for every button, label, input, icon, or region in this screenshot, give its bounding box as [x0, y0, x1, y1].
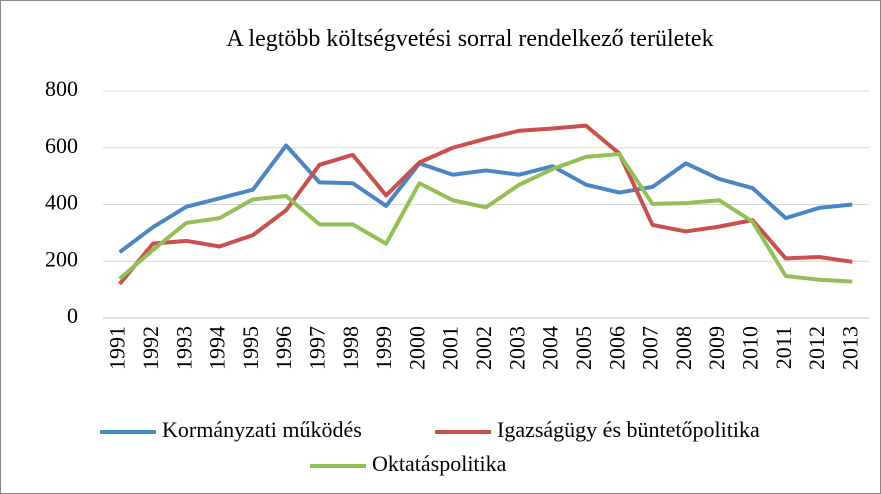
x-tick-label: 2006 [604, 326, 629, 370]
x-tick-label: 1994 [205, 326, 230, 370]
x-tick-label: 2004 [538, 326, 563, 370]
x-tick-label: 2000 [404, 326, 429, 370]
x-tick-label: 2008 [671, 326, 696, 370]
y-tick-label: 200 [45, 246, 78, 271]
x-tick-label: 2009 [704, 326, 729, 370]
x-tick-label: 1999 [371, 326, 396, 370]
x-tick-label: 2001 [438, 326, 463, 370]
x-tick-label: 1995 [238, 326, 263, 370]
y-tick-label: 600 [45, 133, 78, 158]
x-tick-label: 1997 [305, 326, 330, 370]
x-tick-label: 2005 [571, 326, 596, 370]
y-tick-label: 0 [67, 303, 78, 328]
x-tick-label: 2003 [504, 326, 529, 370]
chart-title: A legtöbb költségvetési sorral rendelkez… [226, 26, 713, 52]
x-tick-label: 2002 [471, 326, 496, 370]
y-tick-label: 800 [45, 76, 78, 101]
series-line [118, 143, 853, 254]
series-line [118, 151, 853, 284]
x-tick-label: 1998 [338, 326, 363, 370]
series-line [118, 123, 853, 286]
x-tick-label: 2012 [804, 326, 829, 370]
x-tick-label: 1991 [105, 326, 130, 370]
x-tick-label: 2011 [771, 326, 796, 369]
x-tick-label: 2013 [837, 326, 862, 370]
legend-label: Kormányzati működés [162, 417, 362, 442]
y-tick-label: 400 [45, 190, 78, 215]
x-tick-label: 1993 [171, 326, 196, 370]
x-tick-label: 1996 [271, 326, 296, 370]
legend-label: Oktatáspolitika [372, 451, 507, 476]
x-tick-label: 2007 [638, 326, 663, 370]
legend-label: Igazságügy és büntetőpolitika [497, 417, 760, 442]
x-tick-label: 2010 [737, 326, 762, 370]
x-tick-label: 1992 [138, 326, 163, 370]
